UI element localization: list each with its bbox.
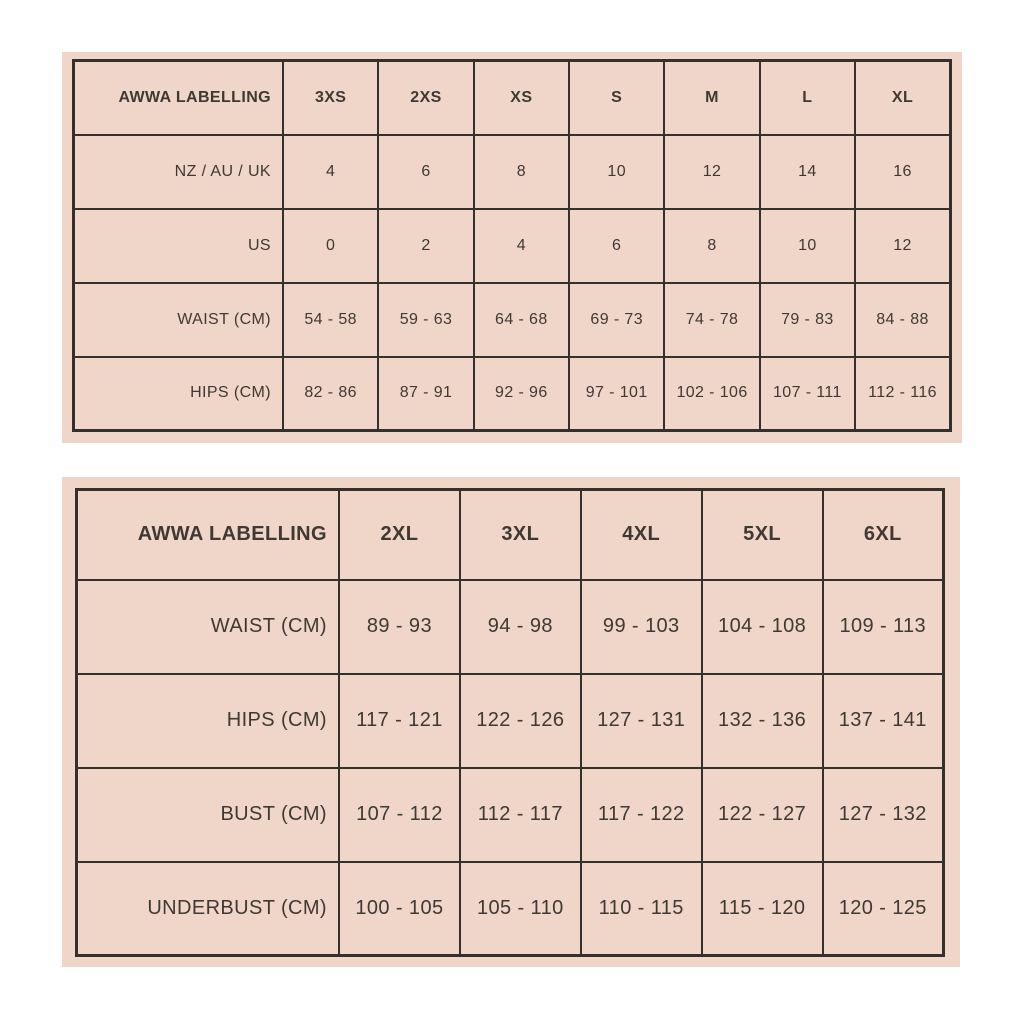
table-header-row: AWWA LABELLING 3XS 2XS XS S M L XL (72, 59, 952, 136)
value-cell: 117 - 121 (338, 672, 461, 769)
value-cell: 10 (568, 133, 666, 210)
table-row: UNDERBUST (CM) 100 - 105 105 - 110 110 - 11… (75, 860, 945, 957)
size-chart-panel-standard: AWWA LABELLING 3XS 2XS XS S M L XL NZ / AU / UK 4… (62, 52, 962, 443)
column-header-m: M (663, 59, 761, 136)
row-label: HIPS (CM) (72, 355, 284, 432)
value-cell: 115 - 120 (700, 860, 824, 957)
value-cell: 12 (663, 133, 761, 210)
value-cell: 137 - 141 (821, 672, 945, 769)
value-cell: 8 (472, 133, 571, 210)
column-header-3xl: 3XL (458, 488, 582, 581)
value-cell: 110 - 115 (579, 860, 703, 957)
table-row: BUST (CM) 107 - 112 112 - 117 117 - 122 122 … (75, 766, 945, 863)
value-cell: 74 - 78 (663, 281, 761, 358)
value-cell: 82 - 86 (281, 355, 380, 432)
column-header-6xl: 6XL (821, 488, 945, 581)
row-label: US (72, 207, 284, 284)
value-cell: 94 - 98 (458, 578, 582, 675)
value-cell: 79 - 83 (758, 281, 857, 358)
value-cell: 54 - 58 (281, 281, 380, 358)
row-label: HIPS (CM) (75, 672, 340, 769)
table-title-cell: AWWA LABELLING (75, 488, 340, 581)
value-cell: 16 (854, 133, 952, 210)
column-header-5xl: 5XL (700, 488, 824, 581)
value-cell: 89 - 93 (338, 578, 461, 675)
size-chart-panel-extended: AWWA LABELLING 2XL 3XL 4XL 5XL 6XL WAIST (CM) 8… (62, 477, 960, 967)
column-header-2xl: 2XL (338, 488, 461, 581)
value-cell: 122 - 126 (458, 672, 582, 769)
value-cell: 2 (377, 207, 475, 284)
value-cell: 112 - 117 (458, 766, 582, 863)
value-cell: 59 - 63 (377, 281, 475, 358)
row-label: BUST (CM) (75, 766, 340, 863)
value-cell: 107 - 111 (758, 355, 857, 432)
table-header-row: AWWA LABELLING 2XL 3XL 4XL 5XL 6XL (75, 488, 945, 581)
column-header-3xs: 3XS (281, 59, 380, 136)
value-cell: 112 - 116 (854, 355, 952, 432)
table-row: HIPS (CM) 82 - 86 87 - 91 92 - 96 97 - 101 10… (72, 355, 952, 432)
column-header-2xs: 2XS (377, 59, 475, 136)
value-cell: 64 - 68 (472, 281, 571, 358)
value-cell: 127 - 132 (821, 766, 945, 863)
value-cell: 92 - 96 (472, 355, 571, 432)
value-cell: 132 - 136 (700, 672, 824, 769)
row-label: NZ / AU / UK (72, 133, 284, 210)
table-row: WAIST (CM) 54 - 58 59 - 63 64 - 68 69 - 73 74… (72, 281, 952, 358)
value-cell: 105 - 110 (458, 860, 582, 957)
value-cell: 6 (568, 207, 666, 284)
value-cell: 4 (281, 133, 380, 210)
value-cell: 97 - 101 (568, 355, 666, 432)
column-header-s: S (568, 59, 666, 136)
table-row: US 0 2 4 6 8 10 12 (72, 207, 952, 284)
column-header-xs: XS (472, 59, 571, 136)
value-cell: 0 (281, 207, 380, 284)
value-cell: 4 (472, 207, 571, 284)
column-header-l: L (758, 59, 857, 136)
value-cell: 87 - 91 (377, 355, 475, 432)
value-cell: 8 (663, 207, 761, 284)
value-cell: 127 - 131 (579, 672, 703, 769)
table-row: HIPS (CM) 117 - 121 122 - 126 127 - 131 132 … (75, 672, 945, 769)
value-cell: 6 (377, 133, 475, 210)
column-header-4xl: 4XL (579, 488, 703, 581)
value-cell: 14 (758, 133, 857, 210)
table-row: NZ / AU / UK 4 6 8 10 12 14 16 (72, 133, 952, 210)
row-label: WAIST (CM) (72, 281, 284, 358)
value-cell: 120 - 125 (821, 860, 945, 957)
value-cell: 104 - 108 (700, 578, 824, 675)
value-cell: 99 - 103 (579, 578, 703, 675)
size-chart-table-extended: AWWA LABELLING 2XL 3XL 4XL 5XL 6XL WAIST (CM) 8… (75, 488, 945, 957)
table-row: WAIST (CM) 89 - 93 94 - 98 99 - 103 104 - 10… (75, 578, 945, 675)
value-cell: 109 - 113 (821, 578, 945, 675)
value-cell: 12 (854, 207, 952, 284)
column-header-xl: XL (854, 59, 952, 136)
value-cell: 107 - 112 (338, 766, 461, 863)
value-cell: 102 - 106 (663, 355, 761, 432)
size-chart-table-standard: AWWA LABELLING 3XS 2XS XS S M L XL NZ / AU / UK 4… (72, 59, 952, 432)
value-cell: 100 - 105 (338, 860, 461, 957)
table-title-cell: AWWA LABELLING (72, 59, 284, 136)
value-cell: 10 (758, 207, 857, 284)
value-cell: 117 - 122 (579, 766, 703, 863)
value-cell: 84 - 88 (854, 281, 952, 358)
row-label: WAIST (CM) (75, 578, 340, 675)
value-cell: 122 - 127 (700, 766, 824, 863)
row-label: UNDERBUST (CM) (75, 860, 340, 957)
value-cell: 69 - 73 (568, 281, 666, 358)
